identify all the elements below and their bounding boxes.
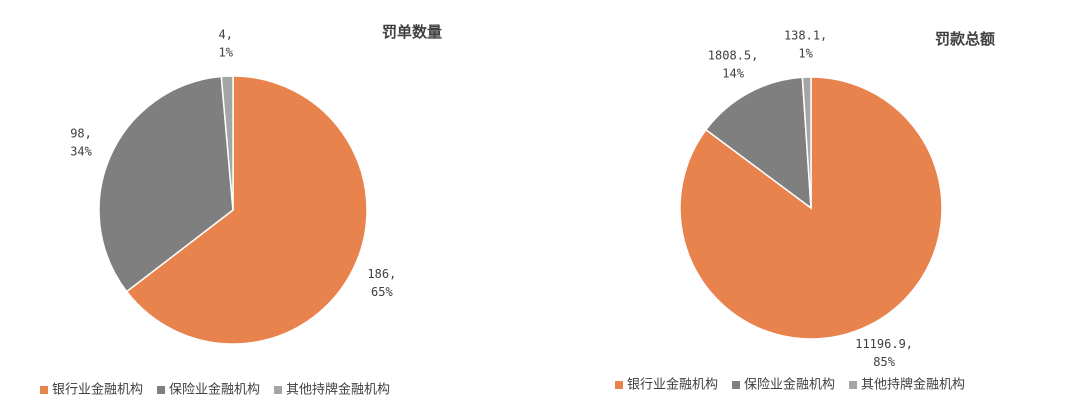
legend-label: 银行业金融机构 xyxy=(52,382,143,398)
legend-swatch xyxy=(274,386,283,394)
value-label: 98, xyxy=(70,127,92,141)
value-label: 11196.9, xyxy=(855,337,913,351)
legend-label: 其他持牌金融机构 xyxy=(286,382,390,398)
legend-swatch xyxy=(40,386,48,394)
legend-label: 保险业金融机构 xyxy=(744,377,835,393)
chart-title: 罚单数量 xyxy=(382,23,442,41)
percent-label: 1% xyxy=(798,47,813,61)
percent-label: 1% xyxy=(219,46,234,60)
pie-slice xyxy=(679,76,943,340)
pie-slice xyxy=(125,75,368,345)
pie-slice xyxy=(801,76,812,209)
percent-label: 14% xyxy=(722,66,744,80)
legend-label: 银行业金融机构 xyxy=(627,377,718,393)
legend-swatch xyxy=(732,381,741,389)
chart-title: 罚款总额 xyxy=(935,30,995,48)
legend-label: 保险业金融机构 xyxy=(169,382,260,398)
value-label: 1808.5, xyxy=(708,48,759,62)
percent-label: 65% xyxy=(371,285,393,299)
value-label: 186, xyxy=(367,267,396,281)
percent-label: 34% xyxy=(70,145,92,159)
pie-slice xyxy=(704,76,812,210)
percent-label: 85% xyxy=(873,355,895,369)
pie-slice xyxy=(98,75,234,293)
legend-swatch xyxy=(849,381,858,389)
legend-swatch xyxy=(615,381,623,389)
value-label: 138.1, xyxy=(784,29,827,43)
value-label: 4, xyxy=(219,28,233,42)
pie-slice xyxy=(220,75,234,211)
legend-swatch xyxy=(157,386,166,394)
legend-label: 其他持牌金融机构 xyxy=(861,377,965,393)
